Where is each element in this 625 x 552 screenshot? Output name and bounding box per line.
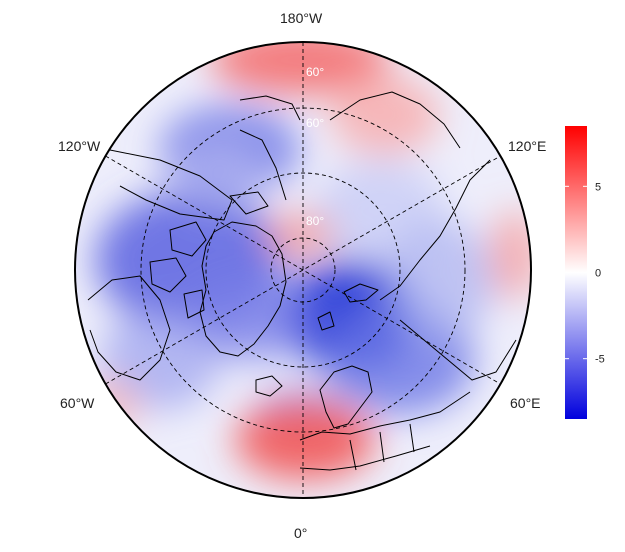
map-frame [74, 41, 532, 499]
lon-label-60e: 60°E [510, 395, 541, 411]
lat-label-inner: 80° [306, 214, 324, 228]
colorbar-tick-label: -5 [595, 354, 605, 366]
coastlines [87, 91, 517, 471]
colorbar-ramp [565, 126, 587, 419]
lon-label-120w: 120°W [58, 138, 101, 154]
latitude-labels: 60° 60° 80° [306, 65, 324, 228]
longitude-labels: 180°W 120°W 120°E 60°W 60°E 0° [58, 10, 546, 541]
colorbar-tick-label: 5 [595, 181, 601, 193]
lon-label-180w: 180°W [280, 10, 323, 26]
graticule [105, 42, 501, 498]
anomaly-field [75, 42, 531, 498]
lon-label-60w: 60°W [60, 395, 95, 411]
lon-label-120e: 120°E [508, 138, 546, 154]
lon-label-0: 0° [294, 525, 307, 541]
colorbar: 5 0 -5 [565, 126, 605, 419]
colorbar-tick-label: 0 [595, 268, 601, 280]
lat-label-middle: 60° [306, 116, 324, 130]
lat-label-outer: 60° [306, 65, 324, 79]
colorbar-ticks: 5 0 -5 [565, 181, 605, 366]
